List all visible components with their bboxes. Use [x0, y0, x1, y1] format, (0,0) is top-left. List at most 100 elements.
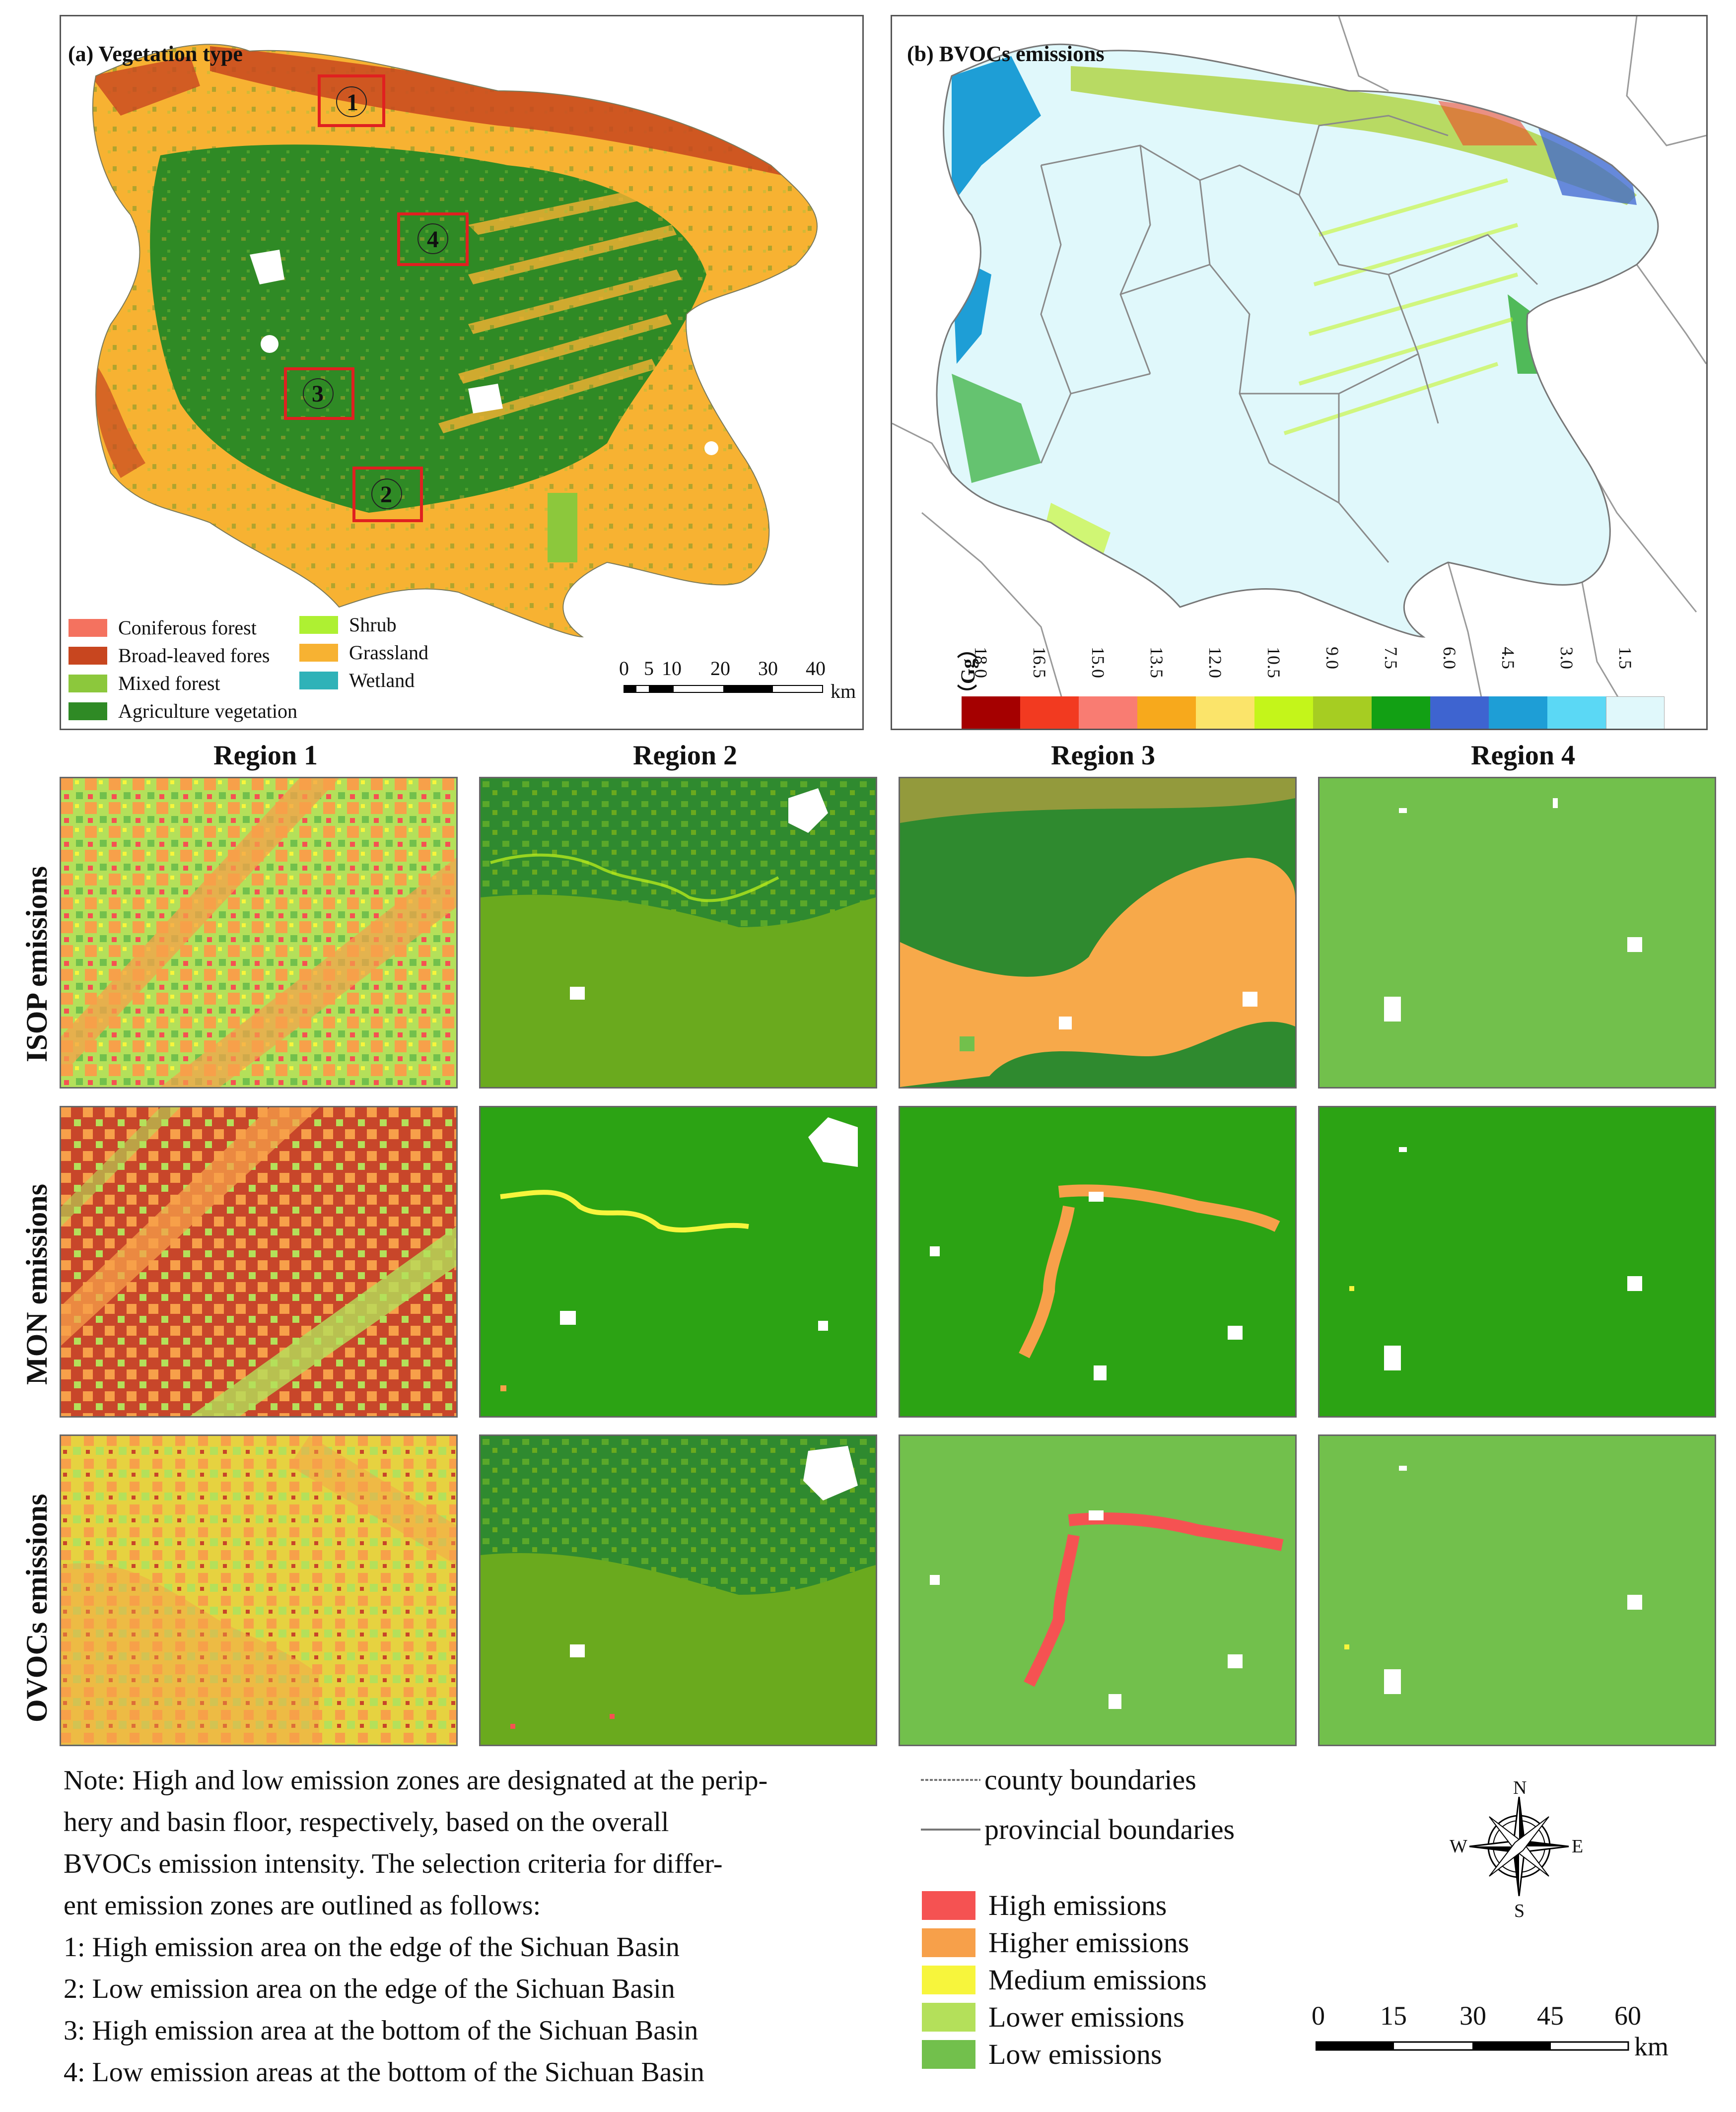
- scale-tick: 30: [758, 657, 778, 680]
- legend-swatch: [922, 1928, 975, 1957]
- colorbar-cell: [1137, 696, 1196, 729]
- legend-label: provincial boundaries: [984, 1813, 1235, 1845]
- region-marker-3: [284, 367, 354, 420]
- scale-bar-a: 0 5 10 20 30 40 km: [612, 657, 856, 706]
- compass-w: W: [1450, 1836, 1467, 1857]
- colorbar-cell: [1020, 696, 1079, 729]
- scale-tick: 0: [619, 657, 629, 680]
- scale-bar-graphic: [624, 685, 823, 693]
- tile-ovocs-region-2: [479, 1434, 877, 1746]
- legend-swatch: [69, 646, 107, 665]
- scale-bar-graphic: [1316, 2041, 1629, 2051]
- note-line: BVOCs emission intensity. The selection …: [64, 1848, 723, 1879]
- colorbar-label: 12.0: [1205, 647, 1225, 678]
- colorbar-cell: [1547, 696, 1606, 729]
- scale-unit: km: [1634, 2032, 1669, 2061]
- tile-ovocs-region-4: [1318, 1434, 1716, 1746]
- tile-isop-region-4: [1318, 777, 1716, 1089]
- region-label-4: 4: [427, 226, 439, 253]
- colorbar-cell: [1079, 696, 1137, 729]
- scale-tick: 20: [710, 657, 730, 680]
- scale-tick: 60: [1614, 2001, 1641, 2031]
- legend-label: Shrub: [349, 613, 397, 636]
- colorbar-cell: [1254, 696, 1313, 729]
- colorbar-cell: [1606, 696, 1665, 729]
- colorbar-cell: [1489, 696, 1547, 729]
- legend-shrub: Shrub: [299, 613, 397, 636]
- note-line: 3: High emission area at the bottom of t…: [64, 2015, 698, 2046]
- colorbar-label: 6.0: [1440, 647, 1459, 669]
- legend-label: Agriculture vegetation: [118, 700, 297, 722]
- panel-a-title: (a) Vegetation type: [68, 42, 243, 66]
- legend-swatch: [69, 702, 107, 720]
- tile-mon-region-1: [60, 1106, 458, 1418]
- scale-tick: 45: [1537, 2001, 1564, 2031]
- column-header-region-1: Region 1: [213, 740, 318, 771]
- compass-rose-icon: N S E W: [1450, 1777, 1589, 1921]
- colorbar-label: 4.5: [1498, 647, 1518, 669]
- legend-label: Lower emissions: [988, 2001, 1184, 2033]
- legend-medium-emissions: Medium emissions: [922, 1963, 1207, 1996]
- colorbar-cell: [1313, 696, 1372, 729]
- scale-tick: 30: [1459, 2001, 1486, 2031]
- colorbar-cell: [1196, 696, 1254, 729]
- note-line: hery and basin floor, respectively, base…: [64, 1807, 669, 1838]
- colorbar-label: 9.0: [1322, 647, 1342, 669]
- legend-wetland: Wetland: [299, 669, 415, 692]
- scale-bar-bottom: 0 15 30 45 60 km: [1306, 2000, 1713, 2070]
- colorbar-label: 1.5: [1615, 647, 1635, 669]
- note-line: ent emission zones are outlined as follo…: [64, 1890, 541, 1921]
- legend-lower-emissions: Lower emissions: [922, 2000, 1184, 2034]
- provincial-boundary-line: [921, 1828, 980, 1831]
- colorbar-label: 16.5: [1030, 647, 1049, 678]
- row-header-isop: ISOP emissions: [20, 866, 53, 1062]
- note-line: 1: High emission area on the edge of the…: [64, 1932, 680, 1963]
- tile-mon-region-3: [899, 1106, 1297, 1418]
- legend-provincial-boundaries: provincial boundaries: [921, 1813, 1235, 1846]
- compass-s: S: [1514, 1901, 1525, 1921]
- panel-a-vegetation-map: (a) Vegetation type 1 4 3 2 Coniferous f…: [60, 15, 864, 730]
- legend-label: Higher emissions: [988, 1926, 1189, 1959]
- row-header-ovocs: OVOCs emissions: [20, 1494, 53, 1722]
- tile-isop-region-1: [60, 777, 458, 1089]
- panel-b-bvocs-map: (b) BVOCs emissions （Gg） 18.0 16.5 15.0 …: [891, 15, 1708, 730]
- region-marker-1: [318, 74, 385, 127]
- tile-ovocs-region-1: [60, 1434, 458, 1746]
- legend-label: Medium emissions: [988, 1964, 1207, 1996]
- legend-agriculture-vegetation: Agriculture vegetation: [69, 699, 297, 723]
- legend-label: High emissions: [988, 1889, 1167, 1921]
- legend-swatch: [299, 671, 338, 689]
- scale-tick: 5: [644, 657, 654, 680]
- legend-label: Mixed forest: [118, 672, 220, 694]
- legend-label: Wetland: [349, 669, 415, 691]
- region-label-1: 1: [347, 89, 358, 116]
- legend-county-boundaries: county boundaries: [921, 1763, 1196, 1796]
- bvocs-emission-map-graphic: [892, 16, 1706, 729]
- colorbar-cell: [1430, 696, 1489, 729]
- legend-mixed-forest: Mixed forest: [69, 672, 220, 695]
- column-header-region-4: Region 4: [1471, 740, 1575, 771]
- legend-label: Broad-leaved fores: [118, 644, 270, 667]
- colorbar-label: 10.5: [1264, 647, 1284, 678]
- legend-label: Grassland: [349, 641, 428, 664]
- compass-e: E: [1572, 1836, 1584, 1857]
- scale-tick: 0: [1312, 2001, 1325, 2031]
- row-header-mon: MON emissions: [20, 1184, 53, 1385]
- legend-high-emissions: High emissions: [922, 1889, 1167, 1922]
- colorbar-cell: [962, 696, 1020, 729]
- region-marker-4: [397, 212, 469, 266]
- scale-tick: 15: [1380, 2001, 1407, 2031]
- tile-mon-region-2: [479, 1106, 877, 1418]
- legend-low-emissions: Low emissions: [922, 2038, 1162, 2071]
- region-label-2: 2: [380, 481, 392, 508]
- legend-label: Coniferous forest: [118, 616, 257, 639]
- scale-tick: 40: [806, 657, 826, 680]
- colorbar-label: 13.5: [1147, 647, 1167, 678]
- column-header-region-2: Region 2: [633, 740, 737, 771]
- compass-n: N: [1513, 1777, 1527, 1798]
- colorbar-label: 18.0: [971, 647, 991, 678]
- county-boundary-line: [921, 1778, 980, 1781]
- legend-label: county boundaries: [984, 1764, 1196, 1796]
- legend-higher-emissions: Higher emissions: [922, 1926, 1189, 1959]
- note-line: Note: High and low emission zones are de…: [64, 1765, 768, 1796]
